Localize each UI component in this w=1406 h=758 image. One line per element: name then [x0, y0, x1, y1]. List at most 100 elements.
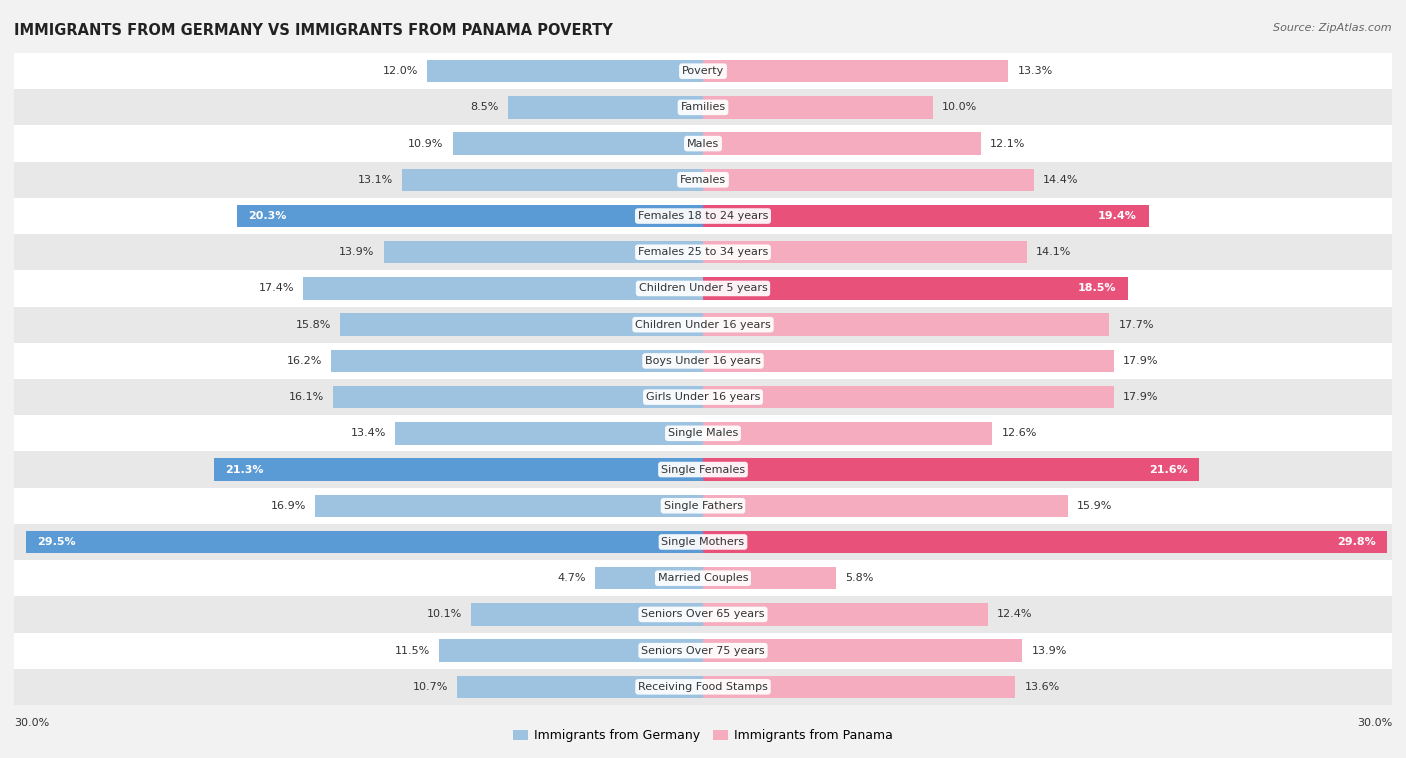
Bar [703, 60, 1008, 83]
Bar [703, 96, 932, 118]
Text: Source: ZipAtlas.com: Source: ZipAtlas.com [1274, 23, 1392, 33]
Bar [14, 126, 1392, 161]
Text: 13.1%: 13.1% [357, 175, 392, 185]
Bar [14, 234, 1392, 271]
Text: Single Mothers: Single Mothers [661, 537, 745, 547]
Text: 16.2%: 16.2% [287, 356, 322, 366]
Bar [703, 459, 1199, 481]
Text: 13.4%: 13.4% [350, 428, 387, 438]
Bar [395, 422, 703, 444]
Bar [703, 422, 993, 444]
Bar [402, 168, 703, 191]
Bar [703, 640, 1022, 662]
Bar [333, 386, 703, 409]
Text: 17.4%: 17.4% [259, 283, 294, 293]
Text: Children Under 5 years: Children Under 5 years [638, 283, 768, 293]
Text: 4.7%: 4.7% [557, 573, 586, 583]
Bar [14, 53, 1392, 89]
Text: Married Couples: Married Couples [658, 573, 748, 583]
Bar [703, 168, 1033, 191]
Text: Females: Females [681, 175, 725, 185]
Bar [453, 133, 703, 155]
Text: 13.9%: 13.9% [1032, 646, 1067, 656]
Bar [14, 198, 1392, 234]
Bar [14, 597, 1392, 632]
Bar [340, 314, 703, 336]
Text: 12.0%: 12.0% [382, 66, 418, 76]
Text: 16.9%: 16.9% [270, 501, 305, 511]
Text: 10.0%: 10.0% [942, 102, 977, 112]
Text: Seniors Over 75 years: Seniors Over 75 years [641, 646, 765, 656]
Bar [14, 343, 1392, 379]
Bar [703, 277, 1128, 299]
Bar [304, 277, 703, 299]
Text: 13.9%: 13.9% [339, 247, 374, 257]
Text: 30.0%: 30.0% [1357, 718, 1392, 728]
Text: Single Females: Single Females [661, 465, 745, 475]
Text: Males: Males [688, 139, 718, 149]
Text: 17.7%: 17.7% [1119, 320, 1154, 330]
Text: 10.9%: 10.9% [408, 139, 443, 149]
Text: Single Males: Single Males [668, 428, 738, 438]
Bar [427, 60, 703, 83]
Text: Females 25 to 34 years: Females 25 to 34 years [638, 247, 768, 257]
Text: 18.5%: 18.5% [1078, 283, 1116, 293]
Bar [14, 379, 1392, 415]
Text: 11.5%: 11.5% [395, 646, 430, 656]
Bar [214, 459, 703, 481]
Text: 15.9%: 15.9% [1077, 501, 1112, 511]
Text: 13.6%: 13.6% [1025, 682, 1060, 692]
Text: 12.1%: 12.1% [990, 139, 1025, 149]
Bar [703, 386, 1114, 409]
Legend: Immigrants from Germany, Immigrants from Panama: Immigrants from Germany, Immigrants from… [508, 724, 898, 747]
Bar [14, 161, 1392, 198]
Text: 13.3%: 13.3% [1018, 66, 1053, 76]
Text: 10.1%: 10.1% [426, 609, 461, 619]
Text: Females 18 to 24 years: Females 18 to 24 years [638, 211, 768, 221]
Bar [14, 89, 1392, 126]
Text: 21.3%: 21.3% [225, 465, 264, 475]
Bar [703, 349, 1114, 372]
Text: 5.8%: 5.8% [845, 573, 873, 583]
Bar [14, 487, 1392, 524]
Bar [236, 205, 703, 227]
Bar [14, 632, 1392, 669]
Bar [439, 640, 703, 662]
Bar [14, 560, 1392, 597]
Text: Poverty: Poverty [682, 66, 724, 76]
Text: 17.9%: 17.9% [1123, 392, 1159, 402]
Bar [703, 494, 1069, 517]
Bar [595, 567, 703, 590]
Text: 14.4%: 14.4% [1043, 175, 1078, 185]
Text: 10.7%: 10.7% [413, 682, 449, 692]
Text: 20.3%: 20.3% [249, 211, 287, 221]
Bar [703, 241, 1026, 264]
Bar [703, 314, 1109, 336]
Bar [703, 205, 1149, 227]
Text: 15.8%: 15.8% [295, 320, 330, 330]
Bar [703, 567, 837, 590]
Text: Children Under 16 years: Children Under 16 years [636, 320, 770, 330]
Bar [14, 415, 1392, 452]
Bar [457, 675, 703, 698]
Text: 29.8%: 29.8% [1337, 537, 1376, 547]
Text: 12.6%: 12.6% [1001, 428, 1036, 438]
Text: 8.5%: 8.5% [470, 102, 499, 112]
Text: 12.4%: 12.4% [997, 609, 1032, 619]
Bar [14, 306, 1392, 343]
Text: Seniors Over 65 years: Seniors Over 65 years [641, 609, 765, 619]
Text: 16.1%: 16.1% [288, 392, 323, 402]
Bar [703, 531, 1388, 553]
Text: 19.4%: 19.4% [1098, 211, 1137, 221]
Bar [14, 669, 1392, 705]
Bar [384, 241, 703, 264]
Text: 14.1%: 14.1% [1036, 247, 1071, 257]
Text: Boys Under 16 years: Boys Under 16 years [645, 356, 761, 366]
Text: Girls Under 16 years: Girls Under 16 years [645, 392, 761, 402]
Text: Families: Families [681, 102, 725, 112]
Text: 21.6%: 21.6% [1149, 465, 1188, 475]
Bar [14, 524, 1392, 560]
Bar [703, 133, 981, 155]
Bar [330, 349, 703, 372]
Text: Receiving Food Stamps: Receiving Food Stamps [638, 682, 768, 692]
